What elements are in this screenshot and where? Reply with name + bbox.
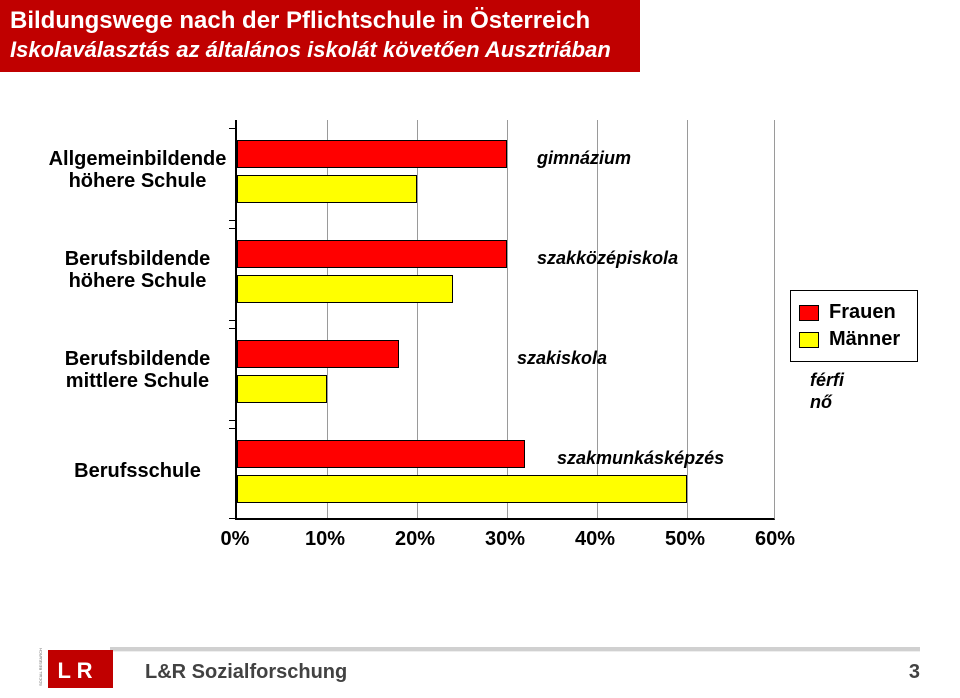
bar-frauen-1 [237, 240, 507, 268]
bar-manner-2 [237, 375, 327, 403]
x-axis-labels: 0% 10% 20% 30% 40% 50% 60% [235, 528, 775, 558]
legend-swatch-frauen [799, 305, 819, 321]
xlabel: 60% [755, 528, 795, 551]
svg-text:SOCIAL RESEARCH: SOCIAL RESEARCH [38, 648, 43, 686]
cat-note-1: szakközépiskola [537, 248, 678, 269]
legend-row-frauen: Frauen [799, 301, 909, 324]
cat-label-1: Berufsbildende höhere Schule [40, 248, 235, 292]
bar-manner-3 [237, 475, 687, 503]
cat-label-0: Allgemeinbildende höhere Schule [40, 148, 235, 192]
legend-sub-no: nő [810, 392, 832, 413]
plot-area: gimnázium szakközépiskola szakiskola sza… [235, 120, 775, 520]
page-number: 3 [909, 661, 920, 684]
cat-note-2: szakiskola [517, 348, 607, 369]
xlabel: 40% [575, 528, 615, 551]
y-axis-labels: Allgemeinbildende höhere Schule Berufsbi… [40, 120, 235, 520]
bar-manner-1 [237, 275, 453, 303]
bar-chart: Allgemeinbildende höhere Schule Berufsbi… [40, 120, 920, 590]
bar-manner-0 [237, 175, 417, 203]
svg-text:L R: L R [57, 658, 92, 683]
bar-frauen-3 [237, 440, 525, 468]
legend-swatch-manner [799, 332, 819, 348]
footer-org: L&R Sozialforschung [145, 661, 347, 684]
lr-logo: L R UND SOCIAL RESEARCH [38, 648, 133, 690]
title-de: Bildungswege nach der Pflichtschule in Ö… [10, 6, 630, 36]
footer-rule [110, 647, 920, 652]
cat-label-2: Berufsbildende mittlere Schule [40, 348, 235, 392]
legend-sub-ferfi: férfi [810, 370, 844, 391]
bar-frauen-0 [237, 140, 507, 168]
cat-note-0: gimnázium [537, 148, 631, 169]
xlabel: 20% [395, 528, 435, 551]
xlabel: 50% [665, 528, 705, 551]
xlabel: 10% [305, 528, 345, 551]
cat-note-3: szakmunkásképzés [557, 448, 724, 469]
xlabel: 0% [221, 528, 250, 551]
xlabel: 30% [485, 528, 525, 551]
legend-label-manner: Männer [829, 328, 900, 351]
title-header: Bildungswege nach der Pflichtschule in Ö… [0, 0, 640, 72]
bar-frauen-2 [237, 340, 399, 368]
legend-label-frauen: Frauen [829, 301, 896, 324]
legend: Frauen Männer [790, 290, 918, 362]
legend-row-manner: Männer [799, 328, 909, 351]
title-hu: Iskolaválasztás az általános iskolát köv… [10, 36, 630, 64]
svg-text:UND: UND [113, 661, 122, 679]
cat-label-3: Berufsschule [40, 460, 235, 482]
